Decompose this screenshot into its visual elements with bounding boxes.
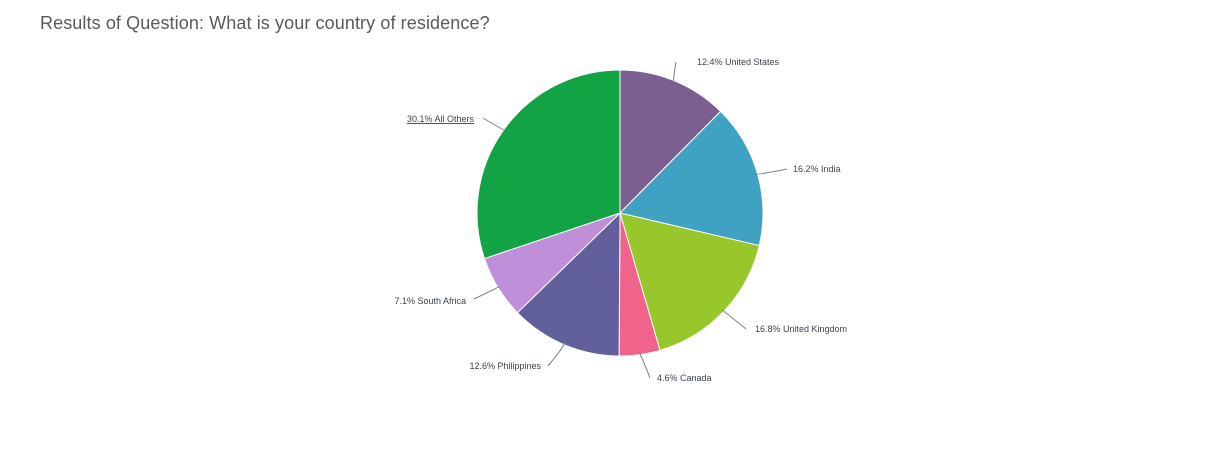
page-title: Results of Question: What is your countr… <box>40 13 490 33</box>
slice-label: 7.1% South Africa <box>394 296 466 306</box>
leader-line <box>547 342 566 367</box>
leader-line <box>673 61 677 83</box>
pie-slice-all-others[interactable] <box>476 69 621 260</box>
leader-line <box>755 168 788 175</box>
pie-slices <box>476 69 764 357</box>
leader-line <box>639 352 651 379</box>
slice-label: 12.6% Philippines <box>469 361 541 371</box>
slice-label: 16.8% United Kingdom <box>755 324 847 334</box>
slice-label: 16.2% India <box>793 164 841 174</box>
pie-slice-united-states[interactable] <box>619 69 722 215</box>
slice-label: 4.6% Canada <box>657 373 712 383</box>
pie-slice-india[interactable] <box>619 110 764 247</box>
slice-labels: 12.4% United States 16.2% India 16.8% Unit… <box>394 57 847 383</box>
leader-line <box>722 309 747 330</box>
slice-label: 30.1% All Others <box>407 114 475 124</box>
slice-label: 12.4% United States <box>697 57 780 67</box>
leader-line <box>482 117 507 132</box>
leader-line <box>473 285 500 300</box>
leader-lines <box>473 61 788 379</box>
